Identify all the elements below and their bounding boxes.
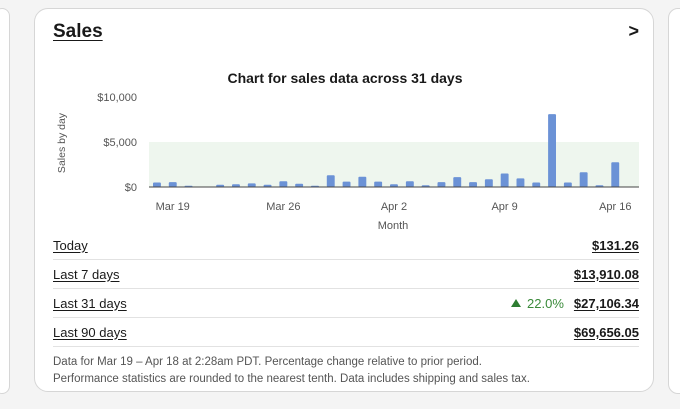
chart-bar[interactable] xyxy=(326,175,335,187)
y-tick-label: $10,000 xyxy=(97,92,137,104)
footnote-line-2: Performance statistics are rounded to th… xyxy=(53,373,530,385)
chevron-right-icon[interactable]: > xyxy=(628,21,639,41)
sales-title-link[interactable]: Sales xyxy=(53,21,103,42)
chart-bar[interactable] xyxy=(453,177,462,187)
stat-label-last-7-days[interactable]: Last 7 days xyxy=(53,266,120,282)
stat-row-today: Today $131.26 xyxy=(53,231,639,260)
chart-bar[interactable] xyxy=(405,181,414,187)
chart-bar[interactable] xyxy=(358,176,367,187)
chart-bar[interactable] xyxy=(374,181,383,187)
stat-label-last-90-days[interactable]: Last 90 days xyxy=(53,324,127,340)
footnote: Data for Mar 19 – Apr 18 at 2:28am PDT. … xyxy=(53,354,643,388)
chart-bar[interactable] xyxy=(247,183,256,187)
chart-bar[interactable] xyxy=(548,114,556,187)
adjacent-card-right xyxy=(668,8,680,394)
stat-label-last-31-days[interactable]: Last 31 days xyxy=(53,295,127,311)
chart-bar[interactable] xyxy=(279,181,288,187)
y-axis-ticks: $10,000 $5,000 $0 xyxy=(97,92,137,194)
y-axis-label: Sales by day xyxy=(56,112,68,173)
chart-bar[interactable] xyxy=(484,179,493,187)
x-tick-label: Mar 26 xyxy=(266,201,300,213)
chart-range-band xyxy=(149,142,639,187)
chart-bar[interactable] xyxy=(342,181,351,187)
chart-bar[interactable] xyxy=(563,182,572,188)
stat-right-last-31-days: 22.0% $27,106.34 xyxy=(511,296,639,311)
stat-value-last-31-days[interactable]: $27,106.34 xyxy=(573,295,639,311)
chart-bar[interactable] xyxy=(437,182,446,187)
adjacent-card-left xyxy=(0,8,10,394)
chart-title: Chart for sales data across 31 days xyxy=(227,70,462,86)
chart-bar[interactable] xyxy=(500,173,509,188)
sales-chart: Chart for sales data across 31 days $10,… xyxy=(56,70,639,231)
chart-bar[interactable] xyxy=(168,182,177,187)
stat-label-today[interactable]: Today xyxy=(53,237,88,253)
x-axis-label: Month xyxy=(378,220,409,231)
chart-bars xyxy=(153,114,620,188)
chart-bar[interactable] xyxy=(532,182,541,188)
chart-bar[interactable] xyxy=(295,183,304,187)
stat-value-last-90-days[interactable]: $69,656.05 xyxy=(573,324,639,340)
x-axis-ticks: Mar 19 Mar 26 Apr 2 Apr 9 Apr 16 xyxy=(156,201,632,213)
y-tick-label: $5,000 xyxy=(103,137,137,149)
trend-up-icon xyxy=(511,299,522,307)
chart-bar[interactable] xyxy=(516,178,525,187)
x-tick-label: Apr 2 xyxy=(381,201,407,213)
stat-row-last-90-days: Last 90 days $69,656.05 xyxy=(53,318,639,347)
footnote-line-1: Data for Mar 19 – Apr 18 at 2:28am PDT. … xyxy=(53,356,482,368)
stat-value-today[interactable]: $131.26 xyxy=(592,237,639,253)
x-tick-label: Apr 9 xyxy=(491,201,517,213)
change-indicator: 22.0% xyxy=(511,296,564,311)
stat-value-last-7-days[interactable]: $13,910.08 xyxy=(573,266,639,282)
chart-bar[interactable] xyxy=(469,182,477,187)
x-tick-label: Apr 16 xyxy=(599,201,631,213)
x-tick-label: Mar 19 xyxy=(156,201,190,213)
change-percent: 22.0% xyxy=(527,295,564,311)
stat-row-last-31-days: Last 31 days 22.0% $27,106.34 xyxy=(53,289,639,318)
chart-bar[interactable] xyxy=(611,162,620,188)
chart-bar[interactable] xyxy=(153,182,161,188)
y-tick-label: $0 xyxy=(125,182,137,194)
stat-row-last-7-days: Last 7 days $13,910.08 xyxy=(53,260,639,289)
chart-bar[interactable] xyxy=(579,172,588,187)
sales-card: Sales > Chart for sales data across 31 d… xyxy=(34,8,654,392)
chart-bar[interactable] xyxy=(390,184,398,187)
sales-stats: Today $131.26 Last 7 days $13,910.08 Las… xyxy=(53,231,639,347)
chart-bar[interactable] xyxy=(232,184,240,187)
